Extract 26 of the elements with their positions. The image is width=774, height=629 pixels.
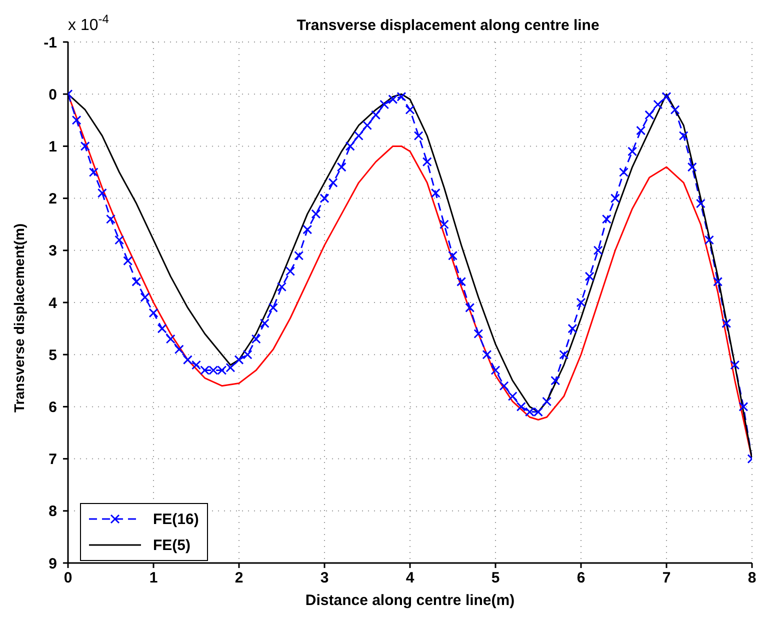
legend-label: FE(16) — [153, 510, 199, 528]
x-tick-label: 5 — [491, 570, 500, 587]
chart-title: Transverse displacement along centre line — [296, 17, 600, 34]
y-tick-label: 6 — [48, 399, 57, 416]
x-axis-title: Distance along centre line(m) — [305, 592, 515, 609]
x-tick-label: 7 — [662, 570, 671, 587]
y-tick-label: 7 — [48, 451, 57, 468]
y-tick-label: 5 — [48, 346, 57, 364]
y-tick-label: 2 — [48, 190, 57, 208]
y-tick-label: 4 — [48, 294, 58, 312]
text: x 10$^{-4}$ — [68, 12, 110, 34]
x-tick-label: 0 — [64, 570, 72, 587]
legend-label: FE(5) — [153, 536, 190, 554]
x-tick-label: 6 — [576, 570, 586, 587]
y-tick-label: 3 — [48, 242, 57, 260]
y-axis-title: Transverse displacement(m) — [10, 223, 27, 412]
x-tick-label: 8 — [748, 570, 756, 587]
y-tick-label: 0 — [48, 86, 57, 104]
y-tick-label: 8 — [48, 503, 57, 520]
x-tick-label: 3 — [320, 570, 329, 587]
y-tick-label: 1 — [48, 138, 57, 156]
x-tick-label: 2 — [234, 570, 244, 587]
x-tick-label: 1 — [149, 570, 158, 587]
x-tick-label: 4 — [406, 570, 415, 587]
y-tick-label: 9 — [48, 555, 57, 572]
y-tick-label: -1 — [44, 34, 57, 52]
